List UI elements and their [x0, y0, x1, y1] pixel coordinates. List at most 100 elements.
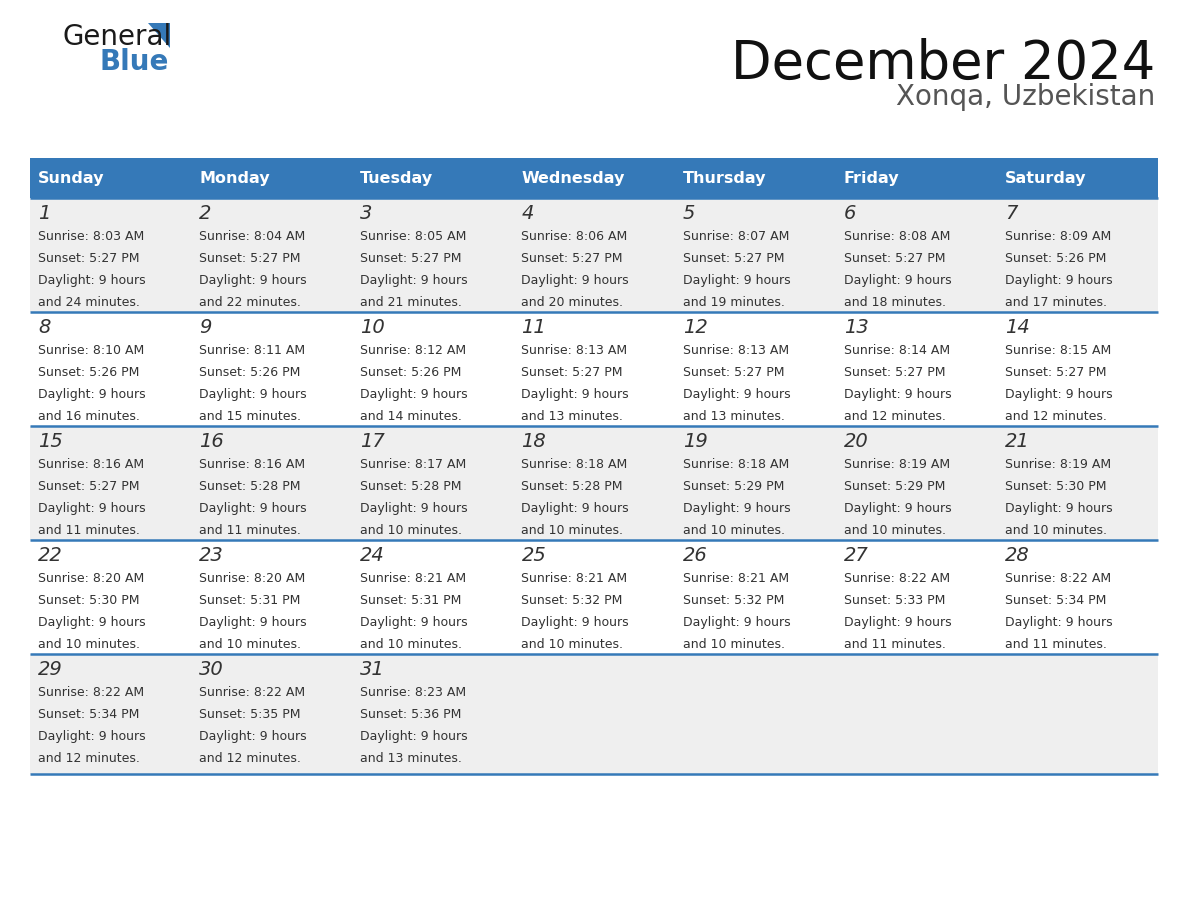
- Text: Xonqa, Uzbekistan: Xonqa, Uzbekistan: [896, 83, 1155, 111]
- Text: Sunset: 5:35 PM: Sunset: 5:35 PM: [200, 708, 301, 721]
- Polygon shape: [148, 23, 170, 48]
- Text: and 11 minutes.: and 11 minutes.: [38, 524, 140, 537]
- Text: and 10 minutes.: and 10 minutes.: [843, 524, 946, 537]
- Text: and 12 minutes.: and 12 minutes.: [1005, 410, 1107, 423]
- Text: and 10 minutes.: and 10 minutes.: [683, 638, 784, 651]
- Text: Sunset: 5:27 PM: Sunset: 5:27 PM: [683, 252, 784, 265]
- Text: Daylight: 9 hours: Daylight: 9 hours: [843, 616, 952, 629]
- Text: 4: 4: [522, 204, 533, 223]
- Text: 8: 8: [38, 318, 50, 337]
- Text: Sunrise: 8:21 AM: Sunrise: 8:21 AM: [360, 572, 467, 585]
- Text: Sunset: 5:34 PM: Sunset: 5:34 PM: [1005, 594, 1106, 607]
- Text: Sunrise: 8:16 AM: Sunrise: 8:16 AM: [38, 458, 144, 471]
- Text: 6: 6: [843, 204, 857, 223]
- Text: and 15 minutes.: and 15 minutes.: [200, 410, 301, 423]
- Text: December 2024: December 2024: [731, 38, 1155, 90]
- Text: Sunset: 5:31 PM: Sunset: 5:31 PM: [200, 594, 301, 607]
- Text: Daylight: 9 hours: Daylight: 9 hours: [200, 730, 307, 743]
- Text: and 20 minutes.: and 20 minutes.: [522, 296, 624, 309]
- Text: Sunrise: 8:04 AM: Sunrise: 8:04 AM: [200, 230, 305, 243]
- Text: 5: 5: [683, 204, 695, 223]
- Text: 24: 24: [360, 546, 385, 565]
- Text: 10: 10: [360, 318, 385, 337]
- Text: Sunset: 5:32 PM: Sunset: 5:32 PM: [683, 594, 784, 607]
- Text: Sunrise: 8:15 AM: Sunrise: 8:15 AM: [1005, 344, 1111, 357]
- Text: Sunrise: 8:21 AM: Sunrise: 8:21 AM: [522, 572, 627, 585]
- Text: Daylight: 9 hours: Daylight: 9 hours: [1005, 388, 1112, 401]
- Text: 14: 14: [1005, 318, 1030, 337]
- Text: and 13 minutes.: and 13 minutes.: [522, 410, 624, 423]
- Text: Daylight: 9 hours: Daylight: 9 hours: [683, 388, 790, 401]
- Text: Sunrise: 8:22 AM: Sunrise: 8:22 AM: [1005, 572, 1111, 585]
- Text: and 10 minutes.: and 10 minutes.: [522, 524, 624, 537]
- Text: and 13 minutes.: and 13 minutes.: [683, 410, 784, 423]
- Text: Sunrise: 8:18 AM: Sunrise: 8:18 AM: [683, 458, 789, 471]
- Text: Sunrise: 8:22 AM: Sunrise: 8:22 AM: [843, 572, 950, 585]
- Text: Sunrise: 8:22 AM: Sunrise: 8:22 AM: [200, 686, 305, 699]
- Text: 19: 19: [683, 432, 707, 451]
- Text: Sunrise: 8:06 AM: Sunrise: 8:06 AM: [522, 230, 627, 243]
- Text: Sunset: 5:26 PM: Sunset: 5:26 PM: [1005, 252, 1106, 265]
- Text: 3: 3: [360, 204, 373, 223]
- Text: Daylight: 9 hours: Daylight: 9 hours: [200, 388, 307, 401]
- Text: Daylight: 9 hours: Daylight: 9 hours: [522, 274, 630, 287]
- Text: and 13 minutes.: and 13 minutes.: [360, 752, 462, 765]
- Text: Sunrise: 8:18 AM: Sunrise: 8:18 AM: [522, 458, 627, 471]
- Text: Daylight: 9 hours: Daylight: 9 hours: [38, 274, 146, 287]
- Text: Sunrise: 8:21 AM: Sunrise: 8:21 AM: [683, 572, 789, 585]
- Text: Sunset: 5:32 PM: Sunset: 5:32 PM: [522, 594, 623, 607]
- Text: and 10 minutes.: and 10 minutes.: [1005, 524, 1107, 537]
- Text: Sunset: 5:28 PM: Sunset: 5:28 PM: [200, 480, 301, 493]
- Text: 23: 23: [200, 546, 223, 565]
- Text: Sunrise: 8:03 AM: Sunrise: 8:03 AM: [38, 230, 144, 243]
- Text: Daylight: 9 hours: Daylight: 9 hours: [683, 274, 790, 287]
- Text: and 10 minutes.: and 10 minutes.: [360, 638, 462, 651]
- Text: 2: 2: [200, 204, 211, 223]
- Text: Sunset: 5:36 PM: Sunset: 5:36 PM: [360, 708, 462, 721]
- Text: Sunrise: 8:16 AM: Sunrise: 8:16 AM: [200, 458, 305, 471]
- Bar: [30, 312, 1158, 426]
- Text: Blue: Blue: [100, 48, 170, 76]
- Bar: [30, 158, 1158, 198]
- Text: Monday: Monday: [200, 171, 270, 185]
- Text: Daylight: 9 hours: Daylight: 9 hours: [843, 274, 952, 287]
- Text: Sunset: 5:27 PM: Sunset: 5:27 PM: [360, 252, 462, 265]
- Text: and 22 minutes.: and 22 minutes.: [200, 296, 301, 309]
- Text: and 10 minutes.: and 10 minutes.: [38, 638, 140, 651]
- Text: 22: 22: [38, 546, 63, 565]
- Text: and 12 minutes.: and 12 minutes.: [843, 410, 946, 423]
- Text: Sunrise: 8:20 AM: Sunrise: 8:20 AM: [200, 572, 305, 585]
- Text: Sunrise: 8:14 AM: Sunrise: 8:14 AM: [843, 344, 950, 357]
- Text: Sunrise: 8:23 AM: Sunrise: 8:23 AM: [360, 686, 467, 699]
- Text: Friday: Friday: [843, 171, 899, 185]
- Text: Sunset: 5:33 PM: Sunset: 5:33 PM: [843, 594, 946, 607]
- Text: and 18 minutes.: and 18 minutes.: [843, 296, 946, 309]
- Bar: [30, 198, 1158, 312]
- Text: Daylight: 9 hours: Daylight: 9 hours: [683, 502, 790, 515]
- Text: Sunrise: 8:13 AM: Sunrise: 8:13 AM: [683, 344, 789, 357]
- Text: 18: 18: [522, 432, 546, 451]
- Text: Sunrise: 8:19 AM: Sunrise: 8:19 AM: [1005, 458, 1111, 471]
- Text: and 14 minutes.: and 14 minutes.: [360, 410, 462, 423]
- Text: Daylight: 9 hours: Daylight: 9 hours: [360, 388, 468, 401]
- Text: and 11 minutes.: and 11 minutes.: [200, 524, 301, 537]
- Text: and 11 minutes.: and 11 minutes.: [843, 638, 946, 651]
- Text: and 10 minutes.: and 10 minutes.: [200, 638, 301, 651]
- Text: and 21 minutes.: and 21 minutes.: [360, 296, 462, 309]
- Text: Sunrise: 8:22 AM: Sunrise: 8:22 AM: [38, 686, 144, 699]
- Text: 11: 11: [522, 318, 546, 337]
- Text: Daylight: 9 hours: Daylight: 9 hours: [1005, 502, 1112, 515]
- Text: 13: 13: [843, 318, 868, 337]
- Text: 26: 26: [683, 546, 707, 565]
- Text: 25: 25: [522, 546, 546, 565]
- Text: Daylight: 9 hours: Daylight: 9 hours: [1005, 616, 1112, 629]
- Text: General: General: [62, 23, 171, 51]
- Text: 16: 16: [200, 432, 223, 451]
- Text: 1: 1: [38, 204, 50, 223]
- Text: Sunrise: 8:08 AM: Sunrise: 8:08 AM: [843, 230, 950, 243]
- Text: 12: 12: [683, 318, 707, 337]
- Text: Daylight: 9 hours: Daylight: 9 hours: [38, 616, 146, 629]
- Text: Daylight: 9 hours: Daylight: 9 hours: [360, 616, 468, 629]
- Text: and 10 minutes.: and 10 minutes.: [360, 524, 462, 537]
- Text: Sunset: 5:27 PM: Sunset: 5:27 PM: [843, 366, 946, 379]
